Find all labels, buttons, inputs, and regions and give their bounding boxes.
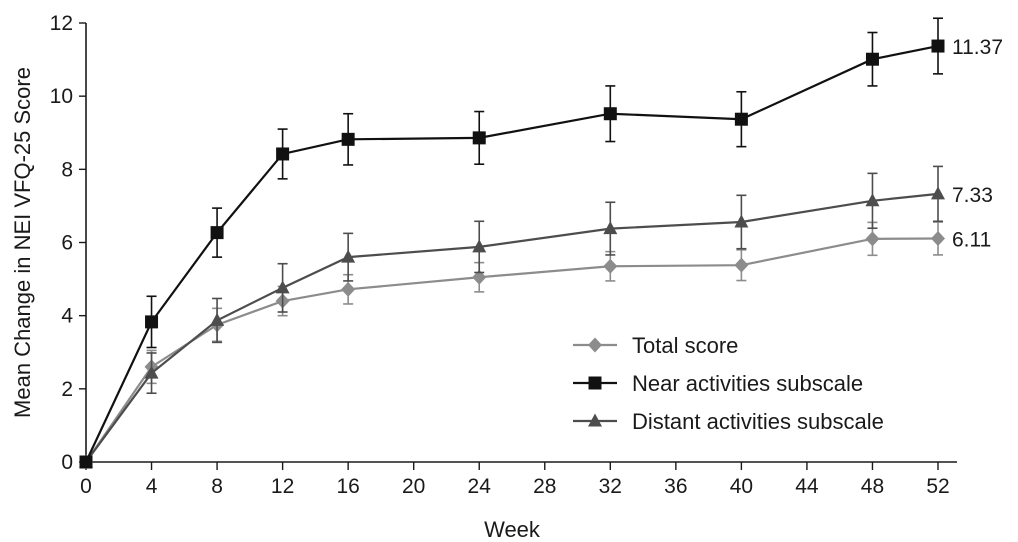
y-tick-label: 6 [61,232,73,255]
data-point [210,226,224,240]
x-tick-label: 32 [599,475,622,498]
end-value-label: 6.11 [952,228,991,251]
series-layer [79,17,945,470]
x-tick-label: 40 [730,475,753,498]
y-tick-label: 8 [61,158,73,181]
data-point [865,193,880,207]
x-tick-label: 48 [861,475,884,498]
x-tick-label: 8 [211,475,223,498]
x-tick-label: 16 [336,475,359,498]
legend-label: Distant activities subscale [632,409,884,434]
y-tick-label: 0 [61,451,73,474]
x-tick-label: 12 [271,475,294,498]
x-tick-label: 20 [402,475,425,498]
data-point [144,365,159,379]
legend-marker [588,376,602,390]
end-labels: 6.11 11.37 7.33 [952,36,1003,251]
data-point [341,249,356,263]
data-point [865,231,880,247]
x-tick-label: 36 [664,475,687,498]
y-tick-label: 2 [61,378,73,401]
data-point [472,131,486,145]
data-point [472,239,487,253]
x-tick-label: 4 [146,475,158,498]
y-tick-label: 4 [61,305,73,328]
legend-label: Near activities subscale [632,371,863,396]
data-point [145,315,159,329]
x-tick-label: 52 [926,475,949,498]
legend-item: Near activities subscale [573,371,863,396]
legend-marker [588,337,602,353]
x-tick-label: 24 [468,475,492,498]
data-point [210,312,225,326]
data-point [276,147,290,161]
legend-label: Total score [632,333,738,358]
x-axis-title: Week [484,517,541,542]
data-point [931,186,945,200]
data-point [341,281,356,297]
data-point [734,214,749,228]
data-point [931,230,945,246]
data-point [341,132,355,146]
data-point [931,39,945,53]
y-tick-label: 12 [50,12,73,35]
end-value-label: 11.37 [952,36,1003,59]
data-point [865,52,879,66]
x-tick-label: 44 [795,475,819,498]
legend-item: Total score [573,333,738,358]
series-near-activities-subscale [79,17,945,469]
legend-marker [588,413,602,427]
legend: Total score Near activities subscale Dista… [573,333,884,434]
x-tick-label: 0 [80,475,92,498]
data-point [275,280,290,294]
series-line [85,44,939,463]
series-line [85,192,939,463]
legend-item: Distant activities subscale [573,409,884,434]
data-point [603,221,618,235]
data-point [472,269,487,285]
y-axis-title: Mean Change in NEI VFQ-25 Score [10,67,35,418]
data-point [603,258,618,274]
x-tick-label: 28 [533,475,556,498]
y-tick-label: 10 [50,85,73,108]
data-point [734,112,748,126]
data-point [734,257,749,273]
end-value-label: 7.33 [952,184,993,207]
data-point [79,455,93,469]
data-point [603,107,617,121]
